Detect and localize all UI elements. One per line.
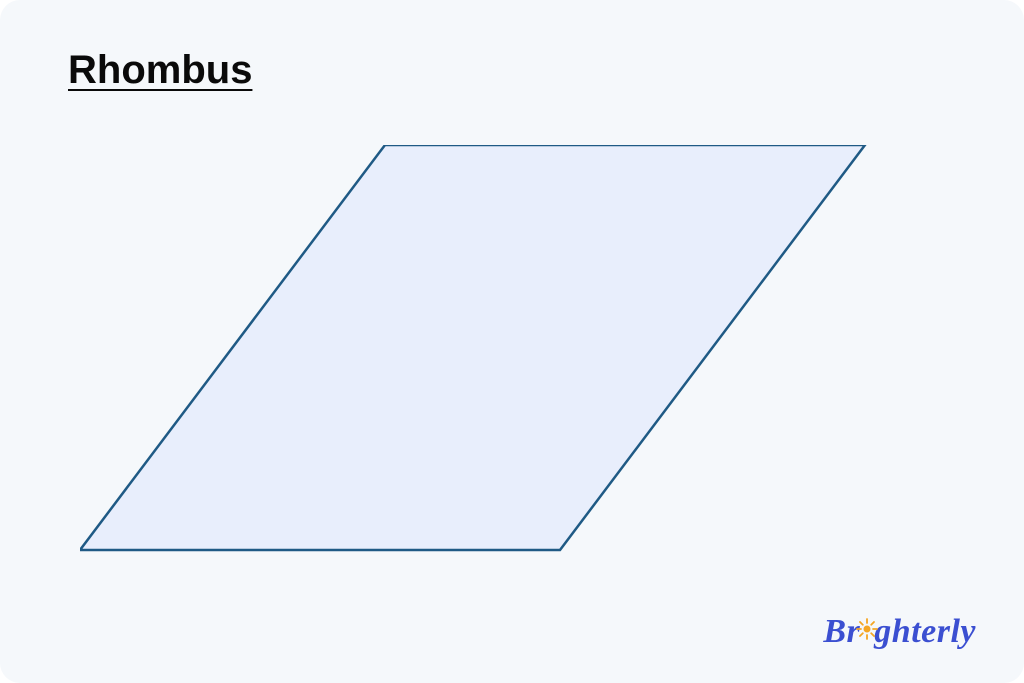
rhombus-polygon [80,145,865,550]
logo-text-part1: Br [823,613,860,651]
shape-container [80,145,880,565]
shape-title: Rhombus [68,48,252,93]
brand-logo: Br ghterly [823,613,976,651]
rhombus-shape [80,145,880,565]
sun-icon [856,618,878,640]
diagram-card: Rhombus Br ghterly [0,0,1024,683]
logo-text-part2: ghterly [874,613,976,651]
